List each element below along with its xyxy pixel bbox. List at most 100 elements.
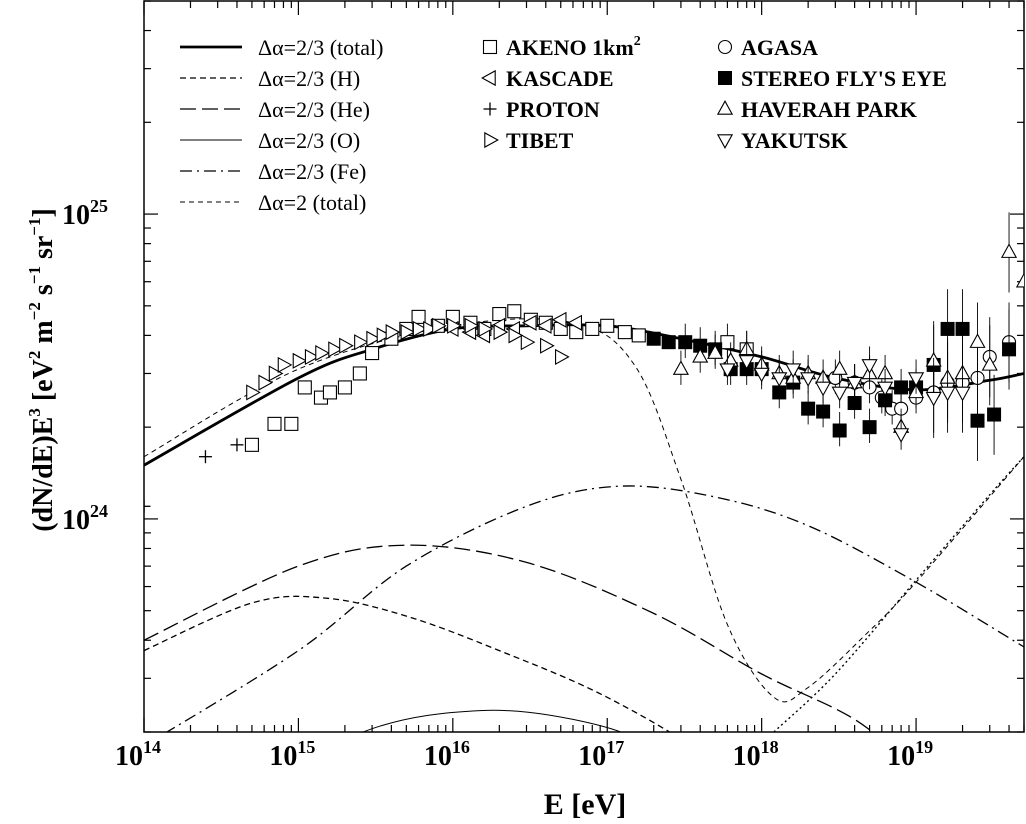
- data-point: [981, 355, 998, 371]
- data-point: [267, 416, 282, 431]
- data-point: [720, 335, 735, 350]
- data-point: [832, 423, 847, 438]
- data-point: [385, 324, 401, 341]
- data-point: [315, 344, 330, 362]
- data-point: [304, 348, 320, 365]
- data-point: [284, 416, 299, 431]
- data-point: [230, 438, 244, 452]
- x-tick-label: 1016: [424, 737, 470, 772]
- x-tick-label: 1019: [887, 737, 933, 772]
- data-point: [567, 314, 583, 331]
- data-point: [1002, 342, 1017, 357]
- legend-label: AGASA: [741, 35, 818, 60]
- curve-solid-thin: [361, 709, 623, 732]
- data-point: [847, 396, 862, 411]
- data-point: [521, 314, 537, 331]
- data-point: [846, 376, 863, 392]
- data-point: [692, 347, 709, 363]
- legend-label: YAKUTSK: [741, 128, 848, 153]
- plot-frame: [143, 0, 1025, 733]
- legend: Δα=2/3 (total) Δα=2/3 (H) Δα=2/3 (He) Δα=2/…: [180, 34, 947, 215]
- data-point: [508, 327, 524, 344]
- data-point: [970, 413, 985, 428]
- legend-label: PROTON: [506, 97, 600, 122]
- data-point: [1000, 243, 1018, 258]
- data-point: [492, 306, 507, 322]
- legend-marker: [718, 71, 732, 85]
- data-point: [861, 359, 878, 374]
- data-point: [661, 335, 676, 350]
- x-tick-label: 1014: [115, 737, 161, 772]
- legend-marker: [481, 69, 496, 87]
- data-point: [707, 344, 724, 359]
- data-point: [771, 372, 788, 387]
- data-point: [268, 365, 284, 382]
- data-point: [244, 437, 259, 452]
- data-point: [144, 499, 151, 513]
- data-point: [447, 317, 462, 334]
- data-point: [297, 380, 312, 395]
- x-axis-label: E [eV]: [544, 788, 626, 821]
- series-yakutsk: [719, 342, 971, 450]
- data-point: [292, 352, 308, 369]
- data-point: [337, 380, 352, 395]
- data-point: [478, 320, 494, 338]
- data-point: [339, 337, 354, 354]
- data-point: [753, 367, 770, 383]
- data-point: [955, 321, 970, 336]
- legend-marker: [717, 39, 733, 55]
- data-point: [719, 363, 736, 379]
- data-points: [144, 212, 1024, 513]
- data-point: [831, 360, 848, 375]
- curve-short-dash: [144, 595, 671, 732]
- legend-label: Δα=2 (total): [258, 190, 366, 215]
- data-point: [507, 304, 522, 319]
- data-point: [893, 428, 910, 443]
- data-point: [555, 348, 570, 365]
- legend-label: Δα=2/3 (total): [258, 35, 383, 60]
- data-point: [400, 324, 416, 341]
- legend-label: Δα=2/3 (H): [258, 66, 360, 91]
- data-point: [894, 380, 909, 395]
- data-point: [877, 381, 894, 397]
- data-point: [831, 386, 848, 402]
- y-tick-label: 1025: [62, 196, 108, 231]
- data-point: [954, 386, 971, 402]
- data-point: [939, 386, 956, 402]
- data-point: [277, 356, 293, 374]
- series-proton: [144, 438, 244, 513]
- data-point: [258, 374, 274, 391]
- data-point: [520, 334, 536, 351]
- data-point: [432, 317, 447, 334]
- data-point: [969, 333, 986, 348]
- data-point: [925, 391, 942, 407]
- data-point: [423, 320, 438, 338]
- curve-dash-dot: [165, 485, 1024, 732]
- data-point: [198, 450, 212, 464]
- data-point: [801, 401, 816, 416]
- data-point: [816, 404, 831, 419]
- legend-label: TIBET: [506, 128, 574, 153]
- data-point: [738, 355, 755, 370]
- legend-marker: [716, 134, 734, 149]
- data-point: [600, 318, 615, 333]
- data-point: [493, 324, 509, 341]
- curve-thin-dash: [144, 318, 1024, 703]
- legend-label: STEREO FLY'S EYE: [741, 66, 947, 91]
- data-point: [366, 330, 382, 347]
- tick-labels: 1014 1015 1016 1017 1018 1019 1024 1025: [62, 196, 933, 772]
- legend-label: Δα=2/3 (Fe): [258, 159, 366, 184]
- data-point: [540, 337, 555, 354]
- legend-label: Δα=2/3 (He): [258, 97, 370, 122]
- data-point: [672, 360, 689, 375]
- legend-label: KASCADE: [506, 66, 614, 91]
- data-point: [800, 372, 817, 387]
- data-point: [536, 317, 552, 334]
- data-point: [617, 325, 632, 340]
- x-tick-label: 1018: [733, 737, 779, 772]
- data-point: [1015, 272, 1024, 288]
- x-tick-label: 1015: [269, 737, 315, 772]
- data-point: [411, 309, 426, 324]
- curve-long-dash: [144, 544, 874, 732]
